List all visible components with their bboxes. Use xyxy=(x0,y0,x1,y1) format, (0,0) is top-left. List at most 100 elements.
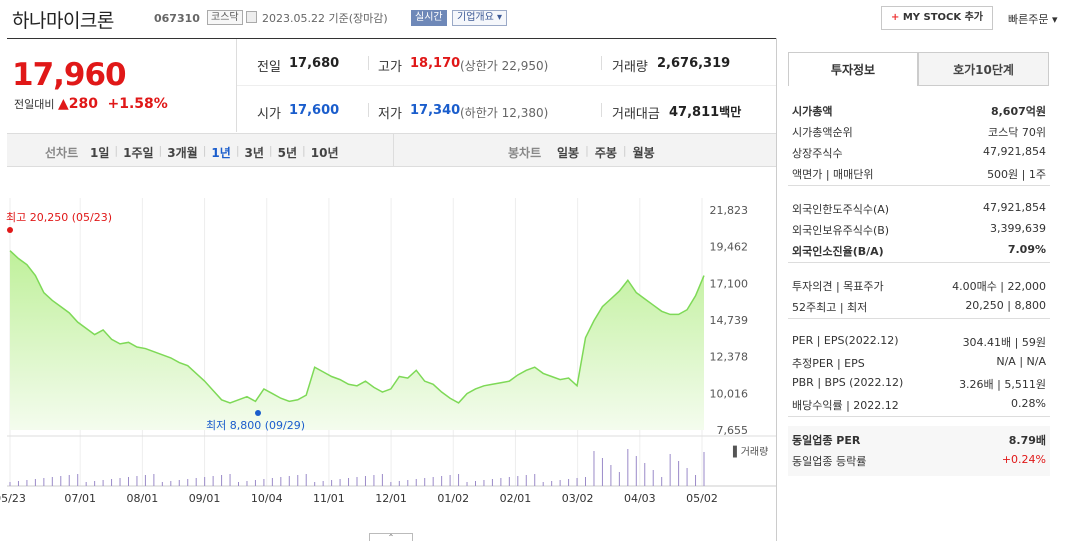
upper-limit: (상한가 22,950) xyxy=(460,59,549,73)
info-key[interactable]: 동일업종 PER xyxy=(792,434,861,447)
separator: | xyxy=(302,144,306,157)
divider xyxy=(788,318,1050,319)
separator: | xyxy=(268,144,273,157)
realtime-badge[interactable]: 실시간 xyxy=(411,10,447,26)
diff-value: 280 xyxy=(68,96,98,112)
separator: | xyxy=(235,144,240,157)
info-key[interactable]: PER | EPS(2022.12) xyxy=(792,334,899,347)
y-tick-label: 7,655 xyxy=(717,424,749,437)
quick-order-button[interactable]: 빠른주문 ▾ xyxy=(1008,11,1058,27)
y-tick-label: 19,462 xyxy=(710,241,749,254)
separator: | xyxy=(202,144,207,157)
line-chart-label: 선차트 xyxy=(45,146,79,160)
x-tick-label: 09/01 xyxy=(189,492,221,505)
y-tick-label: 21,823 xyxy=(710,204,749,217)
candle-chart-label: 봉차트 xyxy=(508,146,542,160)
info-value: 8.79배 xyxy=(1008,434,1046,447)
corp-info-button[interactable]: 기업개요 ▾ xyxy=(452,10,508,26)
high-marker xyxy=(7,227,13,233)
info-value: 7.09% xyxy=(1007,243,1046,256)
chevron-down-icon: ▾ xyxy=(1048,13,1058,26)
candle-tab-1[interactable]: 주봉 xyxy=(594,146,617,160)
amount-label: 거래대금 xyxy=(612,107,660,122)
info-key[interactable]: 추정PER | EPS xyxy=(792,357,865,370)
info-key[interactable]: 배당수익률 | 2022.12 xyxy=(792,399,899,412)
period-tab-6[interactable]: 10년 xyxy=(310,146,339,160)
divider xyxy=(368,103,369,117)
period-tab-2[interactable]: 3개월 xyxy=(167,146,198,160)
quick-order-label: 빠른주문 xyxy=(1008,13,1049,26)
stock-code: 067310 xyxy=(154,12,200,25)
high-label: 고가 xyxy=(378,60,402,75)
line-period-tabs: 1일 | 1주일 | 3개월 | 1년 | 3년 | 5년 | 10년 xyxy=(90,144,339,161)
separator: | xyxy=(158,144,163,157)
info-row: 배당수익률 | 2022.12 0.28% xyxy=(792,397,1046,413)
candle-tab-2[interactable]: 월봉 xyxy=(632,146,655,160)
y-tick-label: 10,016 xyxy=(710,387,749,400)
x-tick-label: 08/01 xyxy=(127,492,159,505)
volume-label: 거래량 xyxy=(612,60,648,75)
diff-rate: +1.58% xyxy=(107,96,168,112)
y-tick-label: 17,100 xyxy=(710,277,749,290)
info-value: 47,921,854 xyxy=(983,145,1046,158)
info-value: 코스닥 70위 xyxy=(988,126,1046,139)
info-key[interactable]: 액면가 | 매매단위 xyxy=(792,168,874,181)
period-tab-1[interactable]: 1주일 xyxy=(123,146,154,160)
info-key[interactable]: 투자의견 | 목표주가 xyxy=(792,280,884,293)
x-tick-label: 01/02 xyxy=(437,492,469,505)
x-tick-label: 02/01 xyxy=(500,492,532,505)
info-value: +0.24% xyxy=(1001,453,1046,466)
info-value: 4.00매수 | 22,000 xyxy=(952,280,1046,293)
divider xyxy=(788,262,1050,263)
period-tab-5[interactable]: 5년 xyxy=(277,146,298,160)
high-label: 최고 20,250 (05/23) xyxy=(6,211,112,224)
x-tick-label: 10/04 xyxy=(251,492,283,505)
info-key[interactable]: PBR | BPS (2022.12) xyxy=(792,376,904,389)
period-tab-4[interactable]: 3년 xyxy=(244,146,264,160)
tab-invest-info-label: 투자정보 xyxy=(830,63,876,77)
info-row: 투자의견 | 목표주가 4.00매수 | 22,000 xyxy=(792,278,1046,294)
x-tick-label: 05/23 xyxy=(0,492,26,505)
x-tick-label: 04/03 xyxy=(624,492,656,505)
info-key[interactable]: 시가총액 xyxy=(792,105,833,118)
volume-value: 2,676,319 xyxy=(657,56,731,71)
info-key[interactable]: 동일업종 등락률 xyxy=(792,455,867,468)
amount-value: 47,811백만 xyxy=(669,103,741,120)
price-change: 전일대비 ▲280 +1.58% xyxy=(14,96,168,112)
info-row: 52주최고 | 최저 20,250 | 8,800 xyxy=(792,299,1046,315)
invest-info-panel xyxy=(776,38,1069,541)
info-key[interactable]: 시가총액순위 xyxy=(792,126,853,139)
info-key[interactable]: 52주최고 | 최저 xyxy=(792,301,868,314)
info-key[interactable]: 상장주식수 xyxy=(792,147,843,160)
amount-number: 47,811 xyxy=(669,105,720,120)
divider xyxy=(601,56,602,70)
collapse-handle[interactable]: ⌃ xyxy=(369,533,413,542)
low-label: 최저 8,800 (09/29) xyxy=(206,419,305,432)
info-row: PBR | BPS (2022.12) 3.26배 | 5,511원 xyxy=(792,376,1046,392)
info-key[interactable]: 외국인소진율(B/A) xyxy=(792,245,884,258)
tab-orderbook[interactable]: 호가10단계 xyxy=(918,52,1049,86)
info-key[interactable]: 외국인보유주식수(B) xyxy=(792,224,890,237)
add-mystock-button[interactable]: + MY STOCK 추가 xyxy=(881,6,993,30)
volume-label: ▌거래량 xyxy=(732,445,768,458)
info-value: 3.26배 | 5,511원 xyxy=(959,378,1046,391)
x-tick-label: 03/02 xyxy=(562,492,594,505)
info-value: 47,921,854 xyxy=(983,201,1046,214)
amount-unit: 백만 xyxy=(719,105,742,119)
candle-tab-0[interactable]: 일봉 xyxy=(557,146,580,160)
period-tab-3[interactable]: 1년 xyxy=(211,146,231,160)
period-tab-0[interactable]: 1일 xyxy=(90,146,110,160)
divider xyxy=(393,134,394,166)
info-value: N/A | N/A xyxy=(996,355,1046,368)
price-chart[interactable]: 05/23 07/01 08/01 09/01 10/04 11/01 12/01 01/02… xyxy=(0,168,776,541)
info-value: 500원 | 1주 xyxy=(987,168,1046,181)
x-tick-label: 07/01 xyxy=(64,492,96,505)
tab-invest-info[interactable]: 투자정보 xyxy=(788,52,918,86)
x-tick-label: 05/02 xyxy=(686,492,718,505)
info-key[interactable]: 외국인한도주식수(A) xyxy=(792,203,890,216)
info-row: 추정PER | EPS N/A | N/A xyxy=(792,355,1046,371)
open-value: 17,600 xyxy=(289,103,340,118)
top-divider xyxy=(7,38,776,39)
sector-box xyxy=(788,426,1050,476)
info-row: 동일업종 등락률 +0.24% xyxy=(792,453,1046,469)
